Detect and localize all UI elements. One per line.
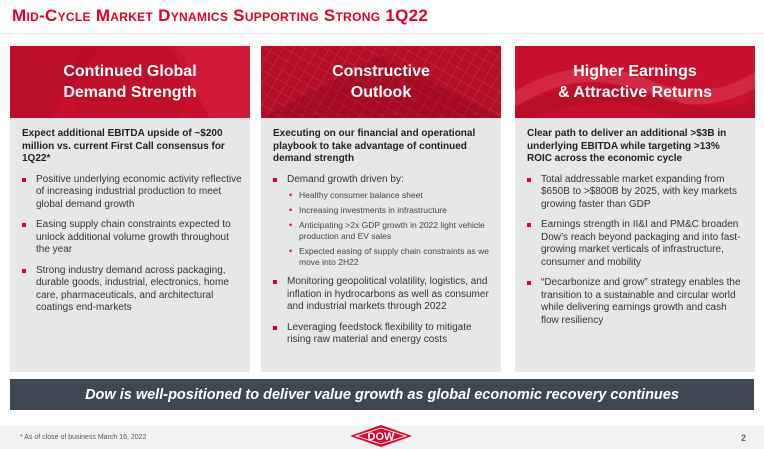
sub-list-item: Anticipating >2x GDP growth in 2022 ligh… — [287, 220, 493, 242]
panel-lead: Executing on our financial and operation… — [273, 128, 476, 164]
panel-banner: Higher Earnings & Attractive Returns — [515, 46, 755, 118]
banner-pattern-graphic — [515, 46, 755, 118]
list-item: Strong industry demand across packaging,… — [20, 265, 242, 315]
panel-lead: Expect additional EBITDA upside of ~$200… — [22, 128, 225, 164]
list-item: Positive underlying economic activity re… — [20, 174, 242, 212]
banner-pattern-graphic — [10, 46, 250, 118]
panel-banner: Constructive Outlook — [261, 46, 501, 118]
list-item: Earnings strength in II&I and PM&C broad… — [525, 219, 747, 269]
bullet-list: Total addressable market expanding from … — [525, 174, 747, 328]
panel-heading: Continued Global Demand Strength — [63, 63, 197, 101]
tagline-bar: Dow is well-positioned to deliver value … — [10, 379, 754, 410]
slide-title: Mid-Cycle Market Dynamics Supporting Str… — [12, 6, 429, 25]
list-item: Easing supply chain constraints expected… — [20, 219, 242, 257]
panel-heading: Constructive Outlook — [332, 63, 430, 101]
sub-bullet-list: Healthy consumer balance sheet Increasin… — [287, 190, 493, 268]
sub-list-item: Increasing investments in infrastructure — [287, 205, 493, 216]
panel-higher-earnings: Higher Earnings & Attractive Returns Cle… — [515, 46, 755, 372]
tagline-text: Dow is well-positioned to deliver value … — [85, 386, 679, 403]
list-item: “Decarbonize and grow” strategy enables … — [525, 277, 747, 327]
panel-lead: Clear path to deliver an additional >$3B… — [527, 128, 727, 164]
title-divider — [0, 33, 764, 34]
dow-logo-icon: DOW — [350, 425, 412, 447]
slide-footer: * As of close of business March 16, 2022… — [0, 425, 764, 449]
logo-text: DOW — [368, 431, 396, 443]
page-number: 2 — [740, 433, 746, 443]
bullet-list: Positive underlying economic activity re… — [20, 174, 242, 315]
banner-pattern-graphic — [261, 46, 501, 118]
footnote: * As of close of business March 16, 2022 — [20, 434, 147, 441]
panel-banner: Continued Global Demand Strength — [10, 46, 250, 118]
panel-heading: Higher Earnings & Attractive Returns — [557, 63, 713, 101]
list-item: Monitoring geopolitical volatility, logi… — [271, 276, 493, 314]
bullet-list: Demand growth driven by: Healthy consume… — [271, 174, 493, 347]
sub-list-item: Expected easing of supply chain constrai… — [287, 246, 493, 268]
list-item: Demand growth driven by: Healthy consume… — [271, 174, 493, 269]
sub-list-item: Healthy consumer balance sheet — [287, 190, 493, 201]
panel-constructive-outlook: Constructive Outlook Executing on our fi… — [261, 46, 501, 372]
list-item-label: Demand growth driven by: — [287, 173, 404, 185]
list-item: Leveraging feedstock flexibility to miti… — [271, 322, 493, 347]
panel-demand-strength: Continued Global Demand Strength Expect … — [10, 46, 250, 372]
list-item: Total addressable market expanding from … — [525, 174, 747, 212]
